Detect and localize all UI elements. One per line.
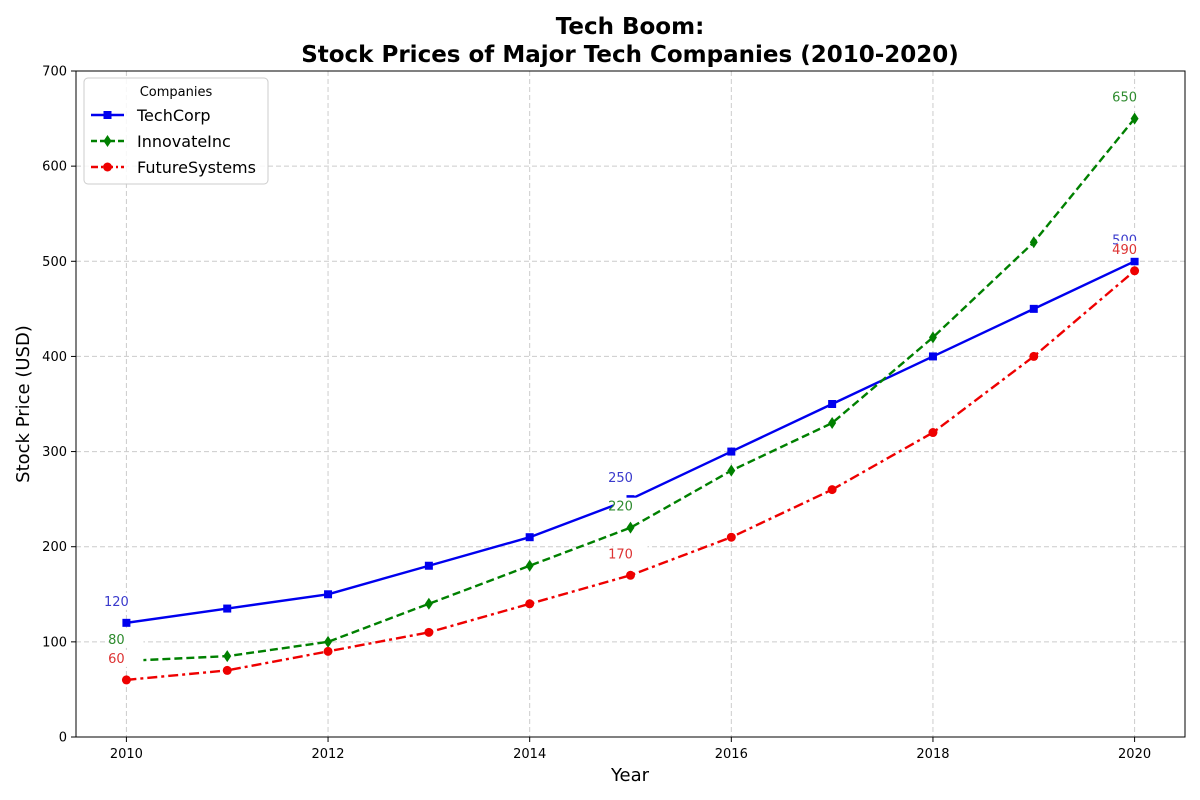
data-point-innovateinc [424, 597, 433, 610]
series-innovateinc [122, 112, 1139, 667]
data-point-techcorp [324, 590, 333, 599]
data-label-innovateinc: 650 [1112, 91, 1137, 106]
legend-label-techcorp: TechCorp [136, 106, 211, 125]
y-tick-label: 100 [42, 635, 67, 650]
data-point-innovateinc [1029, 236, 1038, 249]
data-label-innovateinc: 80 [108, 633, 125, 648]
y-tick-label: 300 [42, 445, 67, 460]
chart-title-line2: Stock Prices of Major Tech Companies (20… [301, 42, 959, 68]
data-label-futuresystems: 60 [108, 652, 125, 667]
legend-label-futuresystems: FutureSystems [137, 158, 256, 177]
data-point-innovateinc [828, 417, 837, 430]
data-label-background [613, 497, 648, 515]
legend-frame [83, 77, 269, 185]
data-label-futuresystems: 490 [1112, 243, 1137, 258]
data-point-futuresystems [323, 646, 333, 656]
data-point-futuresystems [827, 485, 837, 495]
data-point-techcorp [1029, 304, 1038, 313]
y-axis-label: Stock Price (USD) [13, 325, 34, 483]
x-tick-label: 2020 [1118, 747, 1151, 762]
data-point-techcorp [122, 618, 131, 627]
data-point-techcorp [223, 604, 232, 613]
data-point-innovateinc [727, 464, 736, 477]
data-point-futuresystems [1029, 351, 1039, 361]
data-point-futuresystems [222, 665, 232, 675]
plot-frame [75, 70, 1186, 738]
axes: 0 100 200 300 400 500 600 700 2010 2012 2014 2016 20… [42, 65, 1186, 762]
x-tick-label: 2018 [916, 747, 949, 762]
data-point-futuresystems [121, 675, 131, 685]
series-futuresystems [121, 266, 1140, 685]
data-point-innovateinc [626, 521, 635, 534]
x-axis-label: Year [610, 765, 650, 786]
x-tick-label: 2010 [110, 747, 143, 762]
series-line-innovateinc [126, 117, 1136, 663]
y-tick-label: 500 [42, 255, 67, 270]
legend-title: Companies [140, 85, 213, 100]
data-point-innovateinc [324, 635, 333, 648]
series-line-futuresystems [126, 269, 1136, 682]
y-tick-label: 600 [42, 160, 67, 175]
data-label-background [109, 592, 144, 610]
legend-marker-innovateinc [103, 135, 112, 147]
data-label-techcorp: 250 [608, 471, 633, 486]
legend-label-innovateinc: InnovateInc [137, 132, 231, 151]
data-label-background [613, 469, 648, 487]
y-tick-label: 200 [42, 540, 67, 555]
data-point-futuresystems [1130, 266, 1140, 276]
data-point-techcorp [525, 533, 534, 542]
data-point-techcorp [828, 400, 837, 408]
x-tick-label: 2016 [715, 747, 748, 762]
x-tick-label: 2012 [311, 747, 344, 762]
data-label-futuresystems: 170 [608, 547, 633, 562]
data-point-futuresystems [928, 428, 938, 438]
data-label-innovateinc: 220 [608, 500, 633, 515]
data-point-innovateinc [928, 331, 937, 344]
data-point-innovateinc [525, 559, 534, 572]
data-point-futuresystems [525, 599, 535, 609]
data-point-techcorp [727, 447, 736, 456]
data-label-background [1117, 240, 1152, 258]
legend-marker-futuresystems [103, 162, 112, 172]
y-tick-label: 400 [42, 350, 67, 365]
y-tick-label: 0 [59, 731, 67, 746]
data-label-background [613, 545, 648, 563]
data-point-techcorp [1130, 257, 1139, 266]
data-label-background [1117, 88, 1152, 106]
legend-marker-techcorp [103, 111, 112, 119]
data-point-futuresystems [726, 532, 736, 542]
chart-title-line1: Tech Boom: [556, 14, 705, 40]
data-label-background [109, 649, 144, 667]
data-point-techcorp [928, 352, 937, 361]
series-group [121, 112, 1140, 685]
data-point-techcorp [424, 561, 433, 570]
x-tick-label: 2014 [513, 747, 546, 762]
data-point-innovateinc [1130, 112, 1139, 125]
data-label-background [109, 630, 144, 648]
y-tick-label: 700 [42, 65, 67, 80]
series-line-techcorp [126, 260, 1136, 625]
data-point-futuresystems [424, 627, 434, 637]
data-label-techcorp: 120 [104, 595, 129, 610]
data-point-futuresystems [626, 570, 635, 580]
data-point-innovateinc [223, 650, 232, 663]
legend: Companies TechCorp InnovateInc FutureSyste… [83, 77, 269, 185]
